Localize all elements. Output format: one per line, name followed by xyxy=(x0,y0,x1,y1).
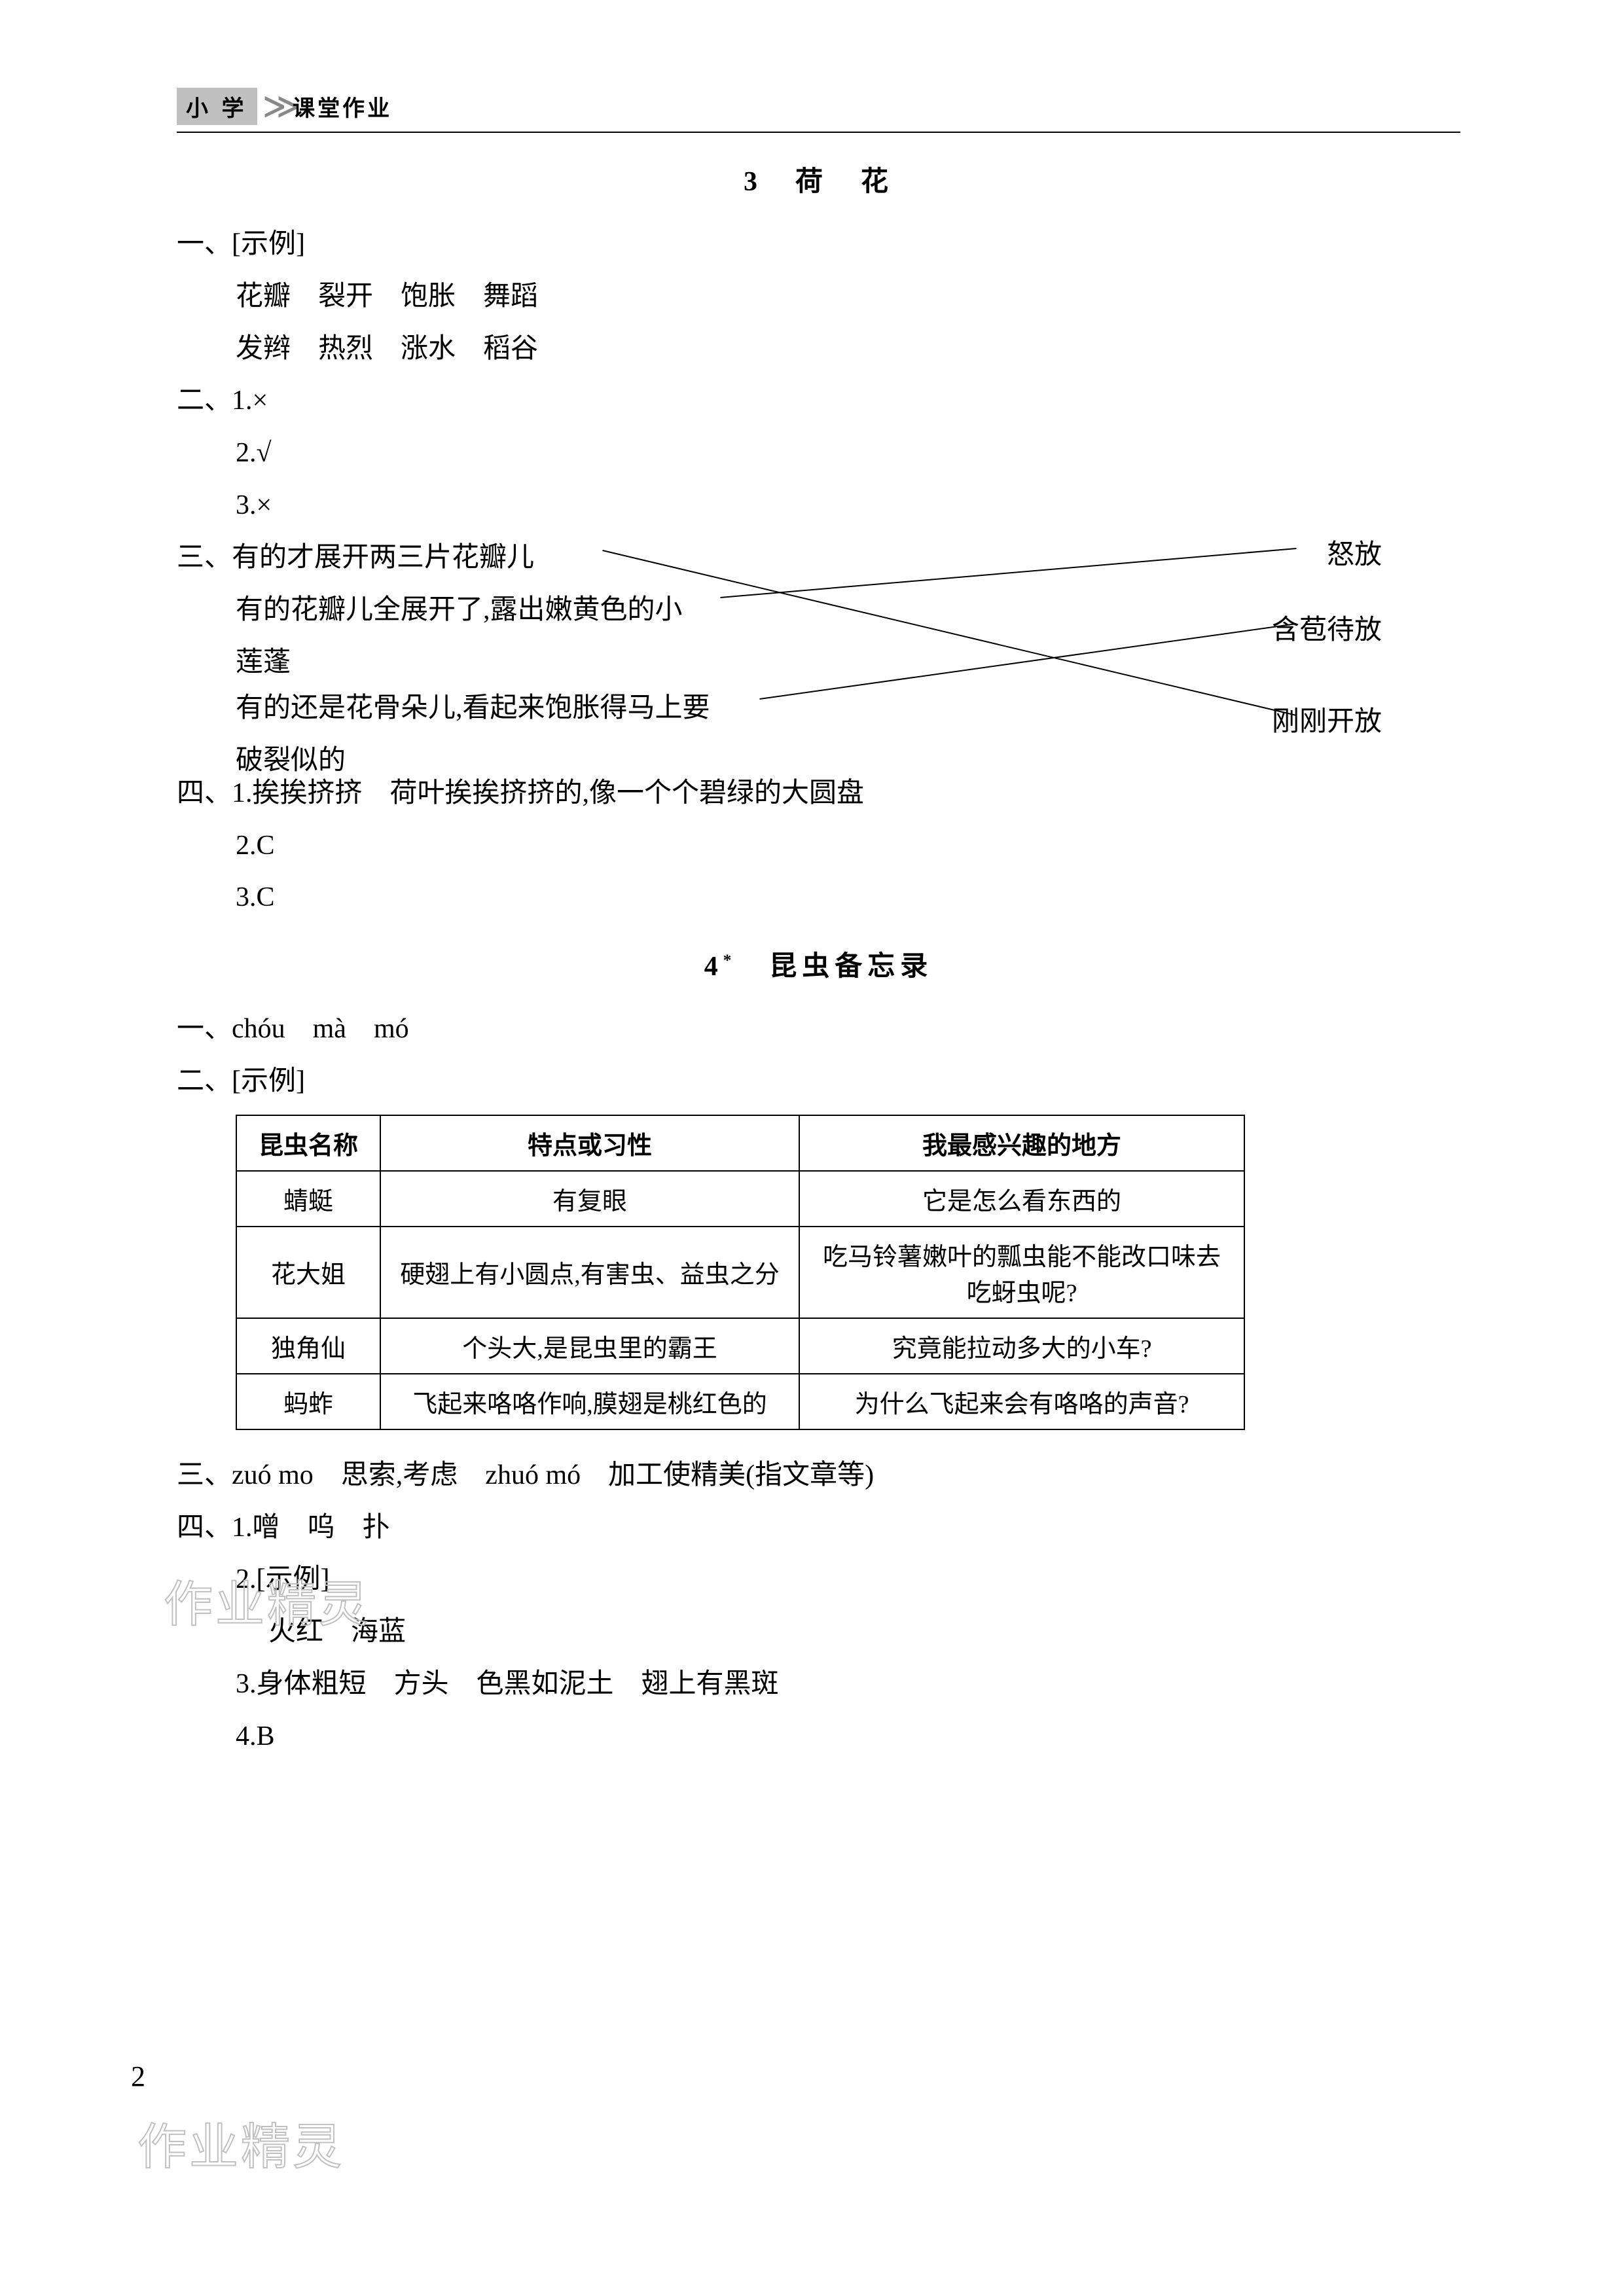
page-header: 小 学 ≫ 课堂作业 xyxy=(177,85,1460,133)
page-number: 2 xyxy=(131,2060,145,2093)
q2-item3: 3.× xyxy=(177,480,1460,532)
match-right-1: 怒放 xyxy=(1327,532,1382,572)
chevron-icon: ≫ xyxy=(262,85,288,128)
q4-item3: 3.C xyxy=(177,872,1460,924)
match-left-2: 有的花瓣儿全展开了,露出嫩黄色的小莲蓬 xyxy=(236,595,683,677)
l4-q4-1: 四、1.噌 呜 扑 xyxy=(177,1502,1460,1554)
lesson4-title: 4* 昆虫备忘录 xyxy=(177,944,1460,984)
match-left-3: 有的还是花骨朵儿,看起来饱胀得马上要破裂似的 xyxy=(236,693,710,776)
title-suffix: 昆虫备忘录 xyxy=(736,952,933,982)
cell: 蚂蚱 xyxy=(236,1374,380,1429)
header-box: 小 学 xyxy=(177,88,257,125)
matching-exercise: 三、有的才展开两三片花瓣儿 有的花瓣儿全展开了,露出嫩黄色的小莲蓬 有的还是花骨… xyxy=(177,532,1460,755)
cell: 究竟能拉动多大的小车? xyxy=(799,1318,1244,1374)
cell: 蜻蜓 xyxy=(236,1171,380,1227)
l4-q2-label: 二、[示例] xyxy=(177,1056,1460,1108)
table-row: 独角仙 个头大,是昆虫里的霸王 究竟能拉动多大的小车? xyxy=(236,1318,1244,1374)
cell: 个头大,是昆虫里的霸王 xyxy=(380,1318,799,1374)
watermark-1: 作业精灵 xyxy=(164,1564,370,1636)
cell: 为什么飞起来会有咯咯的声音? xyxy=(799,1374,1244,1429)
cell: 飞起来咯咯作响,膜翅是桃红色的 xyxy=(380,1374,799,1429)
q2-item2: 2.√ xyxy=(177,427,1460,480)
cell: 独角仙 xyxy=(236,1318,380,1374)
title-prefix: 4 xyxy=(704,952,723,982)
l4-q3: 三、zuó mo 思索,考虑 zhuó mó 加工使精美(指文章等) xyxy=(177,1450,1460,1502)
cell: 有复眼 xyxy=(380,1171,799,1227)
match-right-2: 含苞待放 xyxy=(1272,607,1382,647)
match-left-1: 有的才展开两三片花瓣儿 xyxy=(232,543,534,573)
th-name: 昆虫名称 xyxy=(236,1115,380,1171)
cell: 花大姐 xyxy=(236,1227,380,1318)
title-sup: * xyxy=(723,952,737,969)
q2-label: 二、1.× xyxy=(177,375,1460,427)
cell: 硬翅上有小圆点,有害虫、益虫之分 xyxy=(380,1227,799,1318)
l4-q4-3: 3.身体粗短 方头 色黑如泥土 翅上有黑斑 xyxy=(177,1659,1460,1711)
insect-table: 昆虫名称 特点或习性 我最感兴趣的地方 蜻蜓 有复眼 它是怎么看东西的 花大姐 … xyxy=(236,1115,1245,1430)
lesson3-title: 3 荷 花 xyxy=(177,159,1460,199)
l4-q1: 一、chóu mà mó xyxy=(177,1003,1460,1056)
cell: 吃马铃薯嫩叶的瓢虫能不能改口味去吃蚜虫呢? xyxy=(799,1227,1244,1318)
th-interest: 我最感兴趣的地方 xyxy=(799,1115,1244,1171)
cell: 它是怎么看东西的 xyxy=(799,1171,1244,1227)
watermark-2: 作业精灵 xyxy=(137,2107,344,2178)
header-title: 课堂作业 xyxy=(293,90,392,122)
q1-line1: 花瓣 裂开 饱胀 舞蹈 xyxy=(177,271,1460,323)
q4-item2: 2.C xyxy=(177,820,1460,872)
q1-label: 一、[示例] xyxy=(177,219,1460,271)
table-row: 蚂蚱 飞起来咯咯作响,膜翅是桃红色的 为什么飞起来会有咯咯的声音? xyxy=(236,1374,1244,1429)
table-row: 花大姐 硬翅上有小圆点,有害虫、益虫之分 吃马铃薯嫩叶的瓢虫能不能改口味去吃蚜虫… xyxy=(236,1227,1244,1318)
l4-q4-4: 4.B xyxy=(177,1711,1460,1763)
table-row: 蜻蜓 有复眼 它是怎么看东西的 xyxy=(236,1171,1244,1227)
q3-label: 三、 xyxy=(177,543,232,573)
q1-line2: 发辫 热烈 涨水 稻谷 xyxy=(177,323,1460,376)
match-right-3: 刚刚开放 xyxy=(1272,699,1382,739)
th-feature: 特点或习性 xyxy=(380,1115,799,1171)
